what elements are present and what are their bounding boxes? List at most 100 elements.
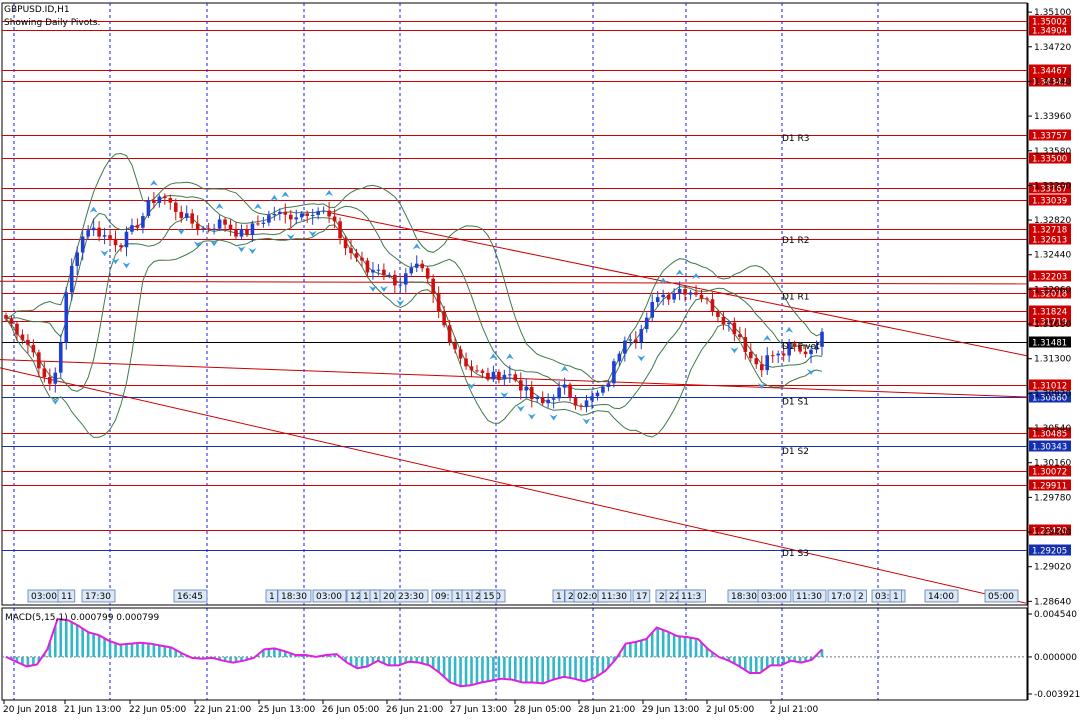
candle-body	[206, 228, 211, 230]
macd-histogram-bar	[26, 656, 30, 667]
price-tick-label: 1.30920	[1034, 389, 1071, 399]
candle-body	[458, 349, 463, 359]
price-label: 1.33167	[1032, 185, 1067, 195]
time-tick-label: 2 Jul 05:00	[706, 705, 755, 715]
candle-body	[562, 384, 567, 388]
candles-layer	[4, 191, 824, 413]
price-label: 1.30880	[1032, 394, 1067, 404]
candle-body	[201, 228, 205, 230]
macd-histogram-bar	[415, 656, 419, 663]
time-marker-label: 05:00	[988, 592, 1014, 602]
fractal-down-arrow	[368, 285, 377, 292]
time-marker-label: 17:30	[85, 592, 111, 602]
candle-body	[677, 289, 682, 294]
fractal-down-arrow	[807, 369, 816, 376]
fractal-down-arrow	[549, 414, 558, 421]
candle-body	[579, 405, 583, 407]
price-tick-label: 1.31680	[1034, 320, 1071, 330]
candle-body	[58, 342, 63, 373]
price-tick-label: 1.33580	[1034, 147, 1071, 157]
macd-histogram-bar	[273, 648, 276, 657]
fractal-down-arrow	[527, 413, 536, 420]
main-frame-border	[1, 2, 1028, 606]
macd-histogram-bar	[163, 646, 167, 657]
candle-body	[792, 343, 797, 347]
time-tick-label: 29 Jun 13:00	[642, 705, 699, 715]
macd-histogram-bar	[327, 654, 331, 657]
macd-histogram-bar	[130, 643, 134, 657]
candle-body	[524, 386, 529, 391]
price-label: 1.32613	[1032, 236, 1067, 246]
time-axis: 20 Jun 2018 21 Jun 13:00 22 Jun 05:00 22 Ju…	[3, 700, 819, 715]
macd-histogram-bar	[53, 626, 57, 657]
macd-histogram-bar	[21, 656, 24, 665]
candle-body	[305, 213, 310, 216]
candle-body	[256, 223, 260, 225]
price-label: 1.33039	[1032, 197, 1067, 207]
candle-body	[754, 358, 759, 365]
macd-histogram-bar	[448, 656, 451, 682]
macd-histogram-bar	[793, 656, 796, 662]
band-line	[5, 215, 823, 410]
macd-histogram-bar	[136, 643, 139, 657]
macd-histogram-bar	[218, 656, 221, 660]
macd-histogram-bar	[650, 632, 654, 657]
candle-body	[420, 263, 425, 269]
price-label-box	[1029, 440, 1071, 452]
candle-body	[606, 383, 611, 388]
candle-body	[738, 334, 742, 338]
time-marker-label: 23:30	[398, 592, 424, 602]
candle-body	[655, 297, 660, 303]
macd-histogram-bar	[585, 656, 588, 681]
candle-body	[108, 235, 112, 239]
price-label-box	[1029, 305, 1071, 317]
macd-histogram-bar	[596, 656, 599, 676]
price-label-box	[1029, 427, 1071, 439]
pivot-label: D1 S2	[782, 447, 809, 457]
fractal-arrows-layer	[51, 179, 816, 425]
candle-body	[431, 278, 435, 295]
trendline	[0, 280, 1029, 285]
price-tick-label: 1.32440	[1034, 251, 1071, 261]
candle-body	[425, 268, 430, 279]
time-marker-label: 1	[455, 592, 461, 602]
price-label: 1.29911	[1032, 482, 1067, 492]
band-line	[5, 152, 823, 383]
fractal-up-arrow	[763, 335, 772, 342]
candle-body	[546, 399, 550, 404]
price-label-box	[1029, 479, 1071, 491]
candle-body	[80, 236, 85, 253]
candle-body	[633, 339, 638, 342]
pivot-label: D1 Pivot	[782, 342, 820, 352]
price-label-box	[1029, 465, 1071, 477]
candle-body	[4, 315, 8, 319]
candle-body	[15, 323, 19, 335]
trendline	[329, 212, 1029, 357]
macd-histogram-bar	[10, 656, 13, 660]
time-marker-label: 17	[636, 592, 647, 602]
fractal-up-arrow	[675, 269, 684, 276]
fractal-down-arrow	[396, 299, 405, 306]
macd-histogram-bar	[382, 656, 386, 664]
macd-histogram-bar	[760, 656, 764, 672]
candle-body	[683, 289, 687, 295]
candle-body	[617, 353, 622, 362]
pivot-label: D1 R1	[782, 293, 810, 303]
time-tick-label: 26 Jun 21:00	[386, 705, 443, 715]
candle-body	[212, 228, 216, 230]
time-marker-label: 18:30	[281, 592, 307, 602]
macd-signal-line	[5, 618, 823, 688]
candle-body	[464, 358, 468, 367]
price-tick-label: 1.32060	[1034, 285, 1071, 295]
candle-body	[628, 339, 633, 341]
price-label-box	[1029, 391, 1071, 403]
fractal-down-arrow	[100, 250, 109, 257]
fractal-up-arrow	[489, 353, 498, 360]
candle-body	[37, 352, 41, 369]
candle-body	[480, 370, 485, 373]
macd-histogram-bar	[393, 656, 397, 666]
fractal-down-arrow	[122, 262, 131, 269]
macd-histogram-bar	[409, 656, 413, 662]
macd-histogram-bar	[32, 656, 35, 666]
